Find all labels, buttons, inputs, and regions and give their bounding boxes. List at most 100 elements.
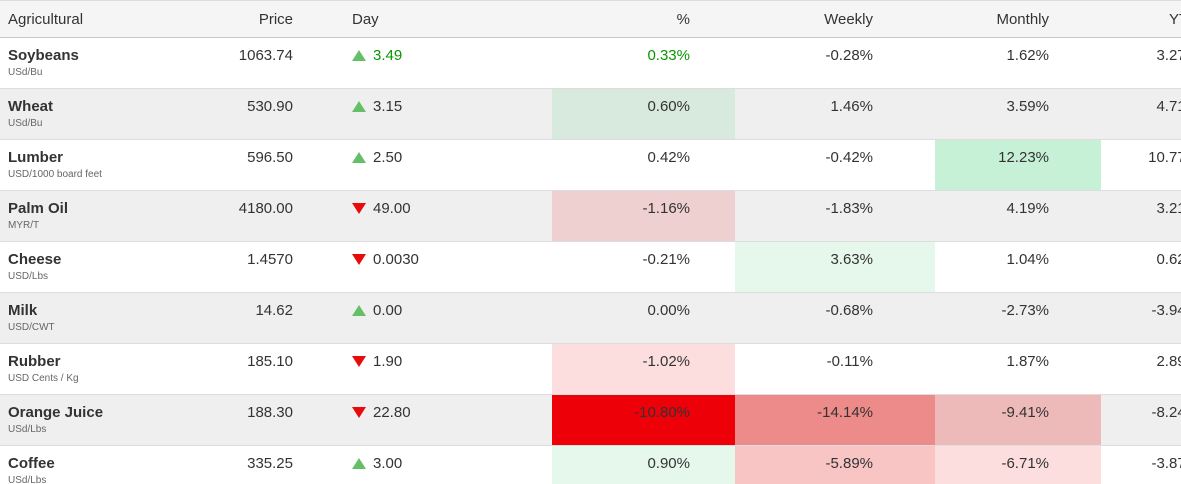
day-change-cell: 49.00: [297, 190, 552, 242]
price-cell: 1063.74: [238, 47, 293, 64]
commodity-cell: Soybeans USd/Bu: [0, 38, 183, 89]
day-change-cell: 0.0030: [297, 241, 552, 293]
ytd-cell: 0.62%: [1101, 241, 1181, 293]
commodity-cell: Cheese USD/Lbs: [0, 241, 183, 293]
weekly-cell: -0.68%: [735, 292, 935, 344]
price-cell: 1.4570: [183, 241, 297, 293]
commodity-cell: Rubber USD Cents / Kg: [0, 343, 183, 395]
monthly-cell: -9.41%: [935, 394, 1101, 446]
weekly-cell: -0.28%: [825, 47, 873, 64]
pct-cell: 0.90%: [552, 445, 735, 484]
weekly-cell: -5.89%: [735, 445, 935, 484]
commodity-unit: USd/Lbs: [8, 475, 47, 484]
monthly-cell: 3.59%: [935, 88, 1101, 140]
ytd-cell: -3.87%: [1101, 445, 1181, 484]
price-cell: 14.62: [183, 292, 297, 344]
commodity-unit: USD/Lbs: [8, 271, 49, 282]
pct-cell: 0.60%: [552, 88, 735, 140]
column-header-weekly: Weekly: [735, 1, 935, 38]
monthly-cell: -2.73%: [935, 292, 1101, 344]
day-change-cell: 0.00: [297, 292, 552, 344]
commodity-cell: Wheat USd/Bu: [0, 88, 183, 140]
commodity-unit: USd/Lbs: [8, 424, 47, 435]
column-header-ytd: YTD: [1101, 1, 1181, 38]
pct-cell: 0.33%: [647, 47, 690, 64]
table-row: Lumber USD/1000 board feet 596.50 2.50 0.42%…: [0, 139, 1181, 191]
ytd-cell: -3.94%: [1101, 292, 1181, 344]
up-triangle-icon: [352, 305, 366, 316]
commodity-cell: Lumber USD/1000 board feet: [0, 139, 183, 191]
pct-cell: 0.00%: [552, 292, 735, 344]
table-row: Rubber USD Cents / Kg 185.10 1.90 -1.02% -0.1…: [0, 343, 1181, 395]
weekly-cell: 3.63%: [735, 241, 935, 293]
column-header-monthly: Monthly: [935, 1, 1101, 38]
ytd-cell: 10.77%: [1101, 139, 1181, 191]
up-triangle-icon: [352, 152, 366, 163]
column-header-price: Price: [183, 1, 297, 38]
commodity-link[interactable]: Milk: [8, 302, 38, 319]
monthly-cell: 4.19%: [935, 190, 1101, 242]
day-change-cell: 3.15: [297, 88, 552, 140]
commodity-unit: USd/Bu: [8, 118, 43, 129]
commodity-link[interactable]: Soybeans: [8, 47, 79, 64]
column-header-: %: [552, 1, 735, 38]
price-cell: 185.10: [183, 343, 297, 395]
ytd-cell: 3.21%: [1101, 190, 1181, 242]
price-cell: 530.90: [183, 88, 297, 140]
price-cell: 4180.00: [183, 190, 297, 242]
commodity-link[interactable]: Palm Oil: [8, 200, 69, 217]
weekly-cell: 1.46%: [735, 88, 935, 140]
day-change-value: 0.00: [373, 302, 403, 319]
day-change-value: 1.90: [373, 353, 403, 370]
commodity-link[interactable]: Rubber: [8, 353, 61, 370]
pct-cell: -0.21%: [552, 241, 735, 293]
commodity-unit: USD/1000 board feet: [8, 169, 102, 180]
monthly-cell: 1.87%: [935, 343, 1101, 395]
commodity-link[interactable]: Orange Juice: [8, 404, 104, 421]
day-change-value: 3.49: [373, 47, 403, 64]
day-change-cell: 2.50: [297, 139, 552, 191]
commodity-unit: USd/Bu: [8, 67, 43, 78]
day-change-value: 22.80: [373, 404, 411, 421]
down-triangle-icon: [352, 356, 366, 367]
pct-cell: 0.42%: [552, 139, 735, 191]
table-row: Milk USD/CWT 14.62 0.00 0.00% -0.68% -2.73% -3.…: [0, 292, 1181, 344]
commodity-link[interactable]: Lumber: [8, 149, 64, 166]
day-change-value: 2.50: [373, 149, 403, 166]
monthly-cell: -6.71%: [935, 445, 1101, 484]
monthly-cell: 12.23%: [935, 139, 1101, 191]
table-row: Palm Oil MYR/T 4180.00 49.00 -1.16% -1.83% 4.1…: [0, 190, 1181, 242]
weekly-cell: -0.11%: [735, 343, 935, 395]
commodity-cell: Orange Juice USd/Lbs: [0, 394, 183, 446]
ytd-cell: 3.27%: [1156, 47, 1181, 64]
day-change-cell: 3.00: [297, 445, 552, 484]
commodity-link[interactable]: Wheat: [8, 98, 53, 115]
monthly-cell: 1.04%: [935, 241, 1101, 293]
day-change-cell: 22.80: [297, 394, 552, 446]
ytd-cell: 2.89%: [1101, 343, 1181, 395]
day-change-value: 49.00: [373, 200, 411, 217]
commodity-link[interactable]: Coffee: [8, 455, 55, 472]
commodity-unit: USD Cents / Kg: [8, 373, 79, 384]
commodity-unit: MYR/T: [8, 220, 40, 231]
pct-cell: -10.80%: [552, 394, 735, 446]
up-triangle-icon: [352, 458, 366, 469]
ytd-cell: -8.24%: [1101, 394, 1181, 446]
monthly-cell: 1.62%: [1006, 47, 1049, 64]
up-triangle-icon: [352, 101, 366, 112]
up-triangle-icon: [352, 50, 366, 61]
down-triangle-icon: [352, 254, 366, 265]
pct-cell: -1.16%: [552, 190, 735, 242]
day-change-value: 3.15: [373, 98, 403, 115]
table-row: Cheese USD/Lbs 1.4570 0.0030 -0.21% 3.63% 1.04…: [0, 241, 1181, 293]
day-change-cell: 3.49: [297, 38, 552, 89]
price-cell: 188.30: [183, 394, 297, 446]
price-cell: 335.25: [183, 445, 297, 484]
day-change-value: 3.00: [373, 455, 403, 472]
commodity-link[interactable]: Cheese: [8, 251, 62, 268]
column-header-day: Day: [297, 1, 552, 38]
